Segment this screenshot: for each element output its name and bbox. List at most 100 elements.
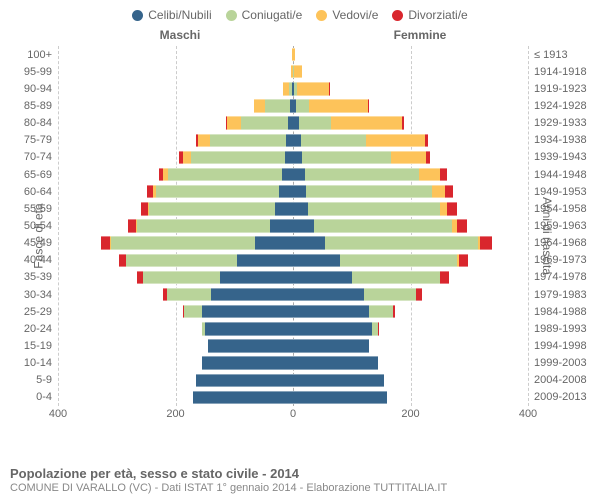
- bar-segment: [369, 305, 392, 318]
- birth-year-label: 2009-2013: [528, 391, 587, 403]
- female-half: [293, 149, 528, 166]
- bar-segment: [184, 305, 202, 318]
- female-half: [293, 269, 528, 286]
- x-tick-label: 200: [166, 408, 184, 420]
- age-row: 10-141999-2003: [58, 355, 528, 372]
- male-half: [58, 320, 293, 337]
- age-row: 0-42009-2013: [58, 389, 528, 406]
- female-half: [293, 63, 528, 80]
- age-row: 50-541959-1963: [58, 217, 528, 234]
- rows-container: 100+≤ 191395-991914-191890-941919-192385…: [58, 46, 528, 406]
- bar-segment: [237, 254, 293, 267]
- birth-year-label: 1914-1918: [528, 66, 587, 78]
- bar: [226, 116, 293, 129]
- legend-item: Coniugati/e: [226, 8, 303, 22]
- age-row: 35-391974-1978: [58, 269, 528, 286]
- birth-year-label: 1919-1923: [528, 83, 587, 95]
- female-half: [293, 166, 528, 183]
- male-half: [58, 286, 293, 303]
- bar-segment: [293, 236, 325, 249]
- age-label: 85-89: [24, 100, 58, 112]
- male-half: [58, 183, 293, 200]
- female-half: [293, 46, 528, 63]
- female-half: [293, 252, 528, 269]
- age-row: 95-991914-1918: [58, 63, 528, 80]
- birth-year-label: 1959-1963: [528, 220, 587, 232]
- bar-segment: [368, 99, 369, 112]
- female-half: [293, 97, 528, 114]
- bar: [293, 219, 467, 232]
- bar-segment: [128, 219, 136, 232]
- bar: [293, 254, 468, 267]
- female-half: [293, 235, 528, 252]
- age-label: 0-4: [36, 391, 58, 403]
- age-row: 100+≤ 1913: [58, 46, 528, 63]
- age-label: 55-59: [24, 203, 58, 215]
- bar-segment: [211, 288, 293, 301]
- age-row: 30-341979-1983: [58, 286, 528, 303]
- male-half: [58, 337, 293, 354]
- bar: [137, 271, 293, 284]
- x-tick-label: 0: [290, 408, 296, 420]
- age-label: 25-29: [24, 306, 58, 318]
- legend-item: Vedovi/e: [316, 8, 378, 22]
- bar-segment: [254, 99, 266, 112]
- female-half: [293, 337, 528, 354]
- birth-year-label: 1944-1948: [528, 169, 587, 181]
- bar: [293, 65, 302, 78]
- bar-segment: [296, 99, 309, 112]
- bar: [293, 116, 404, 129]
- bar-segment: [352, 271, 440, 284]
- bar: [147, 185, 293, 198]
- bar-segment: [364, 288, 417, 301]
- bar-segment: [282, 168, 293, 181]
- bar: [254, 99, 293, 112]
- age-label: 40-44: [24, 254, 58, 266]
- bar-segment: [425, 134, 429, 147]
- female-half: [293, 389, 528, 406]
- legend-label: Divorziati/e: [408, 8, 467, 22]
- bar-segment: [191, 151, 285, 164]
- age-label: 90-94: [24, 83, 58, 95]
- legend-label: Vedovi/e: [332, 8, 378, 22]
- female-half: [293, 320, 528, 337]
- age-row: 45-491964-1968: [58, 235, 528, 252]
- bar-segment: [293, 391, 387, 404]
- male-half: [58, 235, 293, 252]
- age-row: 25-291984-1988: [58, 303, 528, 320]
- bar-segment: [286, 134, 293, 147]
- age-row: 70-741939-1943: [58, 149, 528, 166]
- age-row: 55-591954-1958: [58, 200, 528, 217]
- age-label: 45-49: [24, 237, 58, 249]
- bar-segment: [416, 288, 422, 301]
- bar-segment: [366, 134, 425, 147]
- bar-segment: [293, 134, 301, 147]
- male-half: [58, 269, 293, 286]
- age-label: 80-84: [24, 117, 58, 129]
- bar-segment: [432, 185, 445, 198]
- bar-segment: [440, 202, 447, 215]
- bar-segment: [168, 168, 283, 181]
- bar-segment: [167, 288, 211, 301]
- bar: [293, 82, 329, 95]
- female-half: [293, 217, 528, 234]
- birth-year-label: 1924-1928: [528, 100, 587, 112]
- birth-year-label: 1974-1978: [528, 271, 587, 283]
- bar-segment: [183, 151, 191, 164]
- bar-segment: [156, 185, 279, 198]
- bar-segment: [293, 356, 378, 369]
- bar: [158, 168, 293, 181]
- bar-segment: [265, 99, 290, 112]
- bar: [293, 374, 384, 387]
- birth-year-label: 1999-2003: [528, 357, 587, 369]
- bar-segment: [143, 271, 219, 284]
- bar-segment: [305, 168, 420, 181]
- bar-segment: [293, 168, 305, 181]
- x-tick-label: 400: [49, 408, 67, 420]
- female-half: [293, 80, 528, 97]
- birth-year-label: 1934-1938: [528, 134, 587, 146]
- bar-segment: [285, 151, 293, 164]
- bar-segment: [208, 339, 293, 352]
- bar-segment: [402, 116, 404, 129]
- bar-segment: [419, 168, 440, 181]
